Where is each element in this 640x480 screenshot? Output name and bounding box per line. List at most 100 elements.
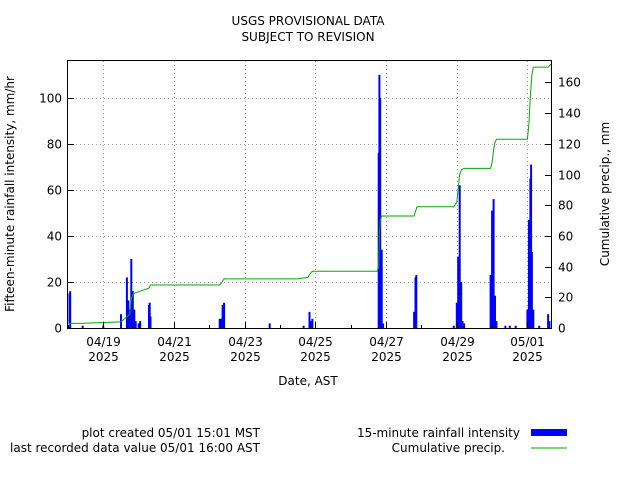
right-tick-label: 140	[558, 107, 581, 121]
rainfall-bar	[382, 323, 385, 328]
cumulative-line-layer	[67, 63, 552, 329]
rainfall-bar	[538, 325, 541, 328]
rainfall-bar	[415, 275, 418, 328]
right-tick-label: 40	[558, 261, 573, 275]
x-tick-label: 05/01	[510, 335, 545, 349]
rainfall-bar	[149, 316, 152, 328]
rainfall-bar	[492, 199, 495, 328]
right-tick-label: 160	[558, 76, 581, 90]
right-tick-label: 120	[558, 138, 581, 152]
left-tick-label: 100	[39, 92, 62, 106]
rainfall-bar	[69, 291, 72, 328]
legend-label-intensity: 15-minute rainfall intensity	[357, 426, 520, 440]
x-tick-year-label: 2025	[442, 350, 473, 364]
rainfall-bar	[223, 302, 226, 328]
rainfall-bar	[139, 321, 142, 328]
rainfall-bar	[514, 325, 517, 328]
last-recorded-text: last recorded data value 05/01 16:00 AST	[10, 441, 260, 455]
rainfall-bar	[463, 323, 466, 328]
rainfall-bar	[530, 252, 533, 328]
left-tick-label: 0	[54, 322, 62, 336]
rainfall-bar	[148, 302, 151, 328]
plot-frame	[67, 60, 552, 329]
rainfall-bar	[220, 318, 223, 328]
rainfall-bar	[508, 325, 511, 328]
chart-title-line-2: SUBJECT TO REVISION	[241, 30, 374, 44]
x-tick-label: 04/23	[228, 335, 263, 349]
rainfall-bar	[310, 321, 312, 328]
rainfall-bar	[308, 311, 311, 328]
rainfall-bar	[489, 275, 492, 328]
x-tick-year-label: 2025	[88, 350, 119, 364]
left-tick-label: 40	[47, 230, 62, 244]
rainfall-bar	[461, 321, 464, 328]
rainfall-bar	[548, 321, 551, 328]
x-tick-year-label: 2025	[159, 350, 190, 364]
right-tick-label: 60	[558, 230, 573, 244]
legend-swatch-intensity	[531, 429, 567, 436]
right-tick-label: 0	[558, 322, 566, 336]
rainfall-bar	[130, 258, 133, 328]
rainfall-bar	[120, 314, 122, 328]
legend: 15-minute rainfall intensity Cumulative …	[357, 426, 567, 455]
left-tick-label: 20	[47, 276, 62, 290]
rainfall-bar	[495, 321, 498, 328]
right-tick-label: 100	[558, 169, 581, 183]
rainfall-bar	[530, 164, 533, 328]
right-tick-label: 80	[558, 199, 573, 213]
rainfall-bar	[532, 309, 535, 328]
right-axis-label: Cumulative precip., mm	[598, 122, 612, 266]
rainfall-bar	[302, 325, 305, 328]
rainfall-bar	[81, 325, 84, 328]
rainfall-bar	[455, 302, 458, 328]
rainfall-bar	[458, 185, 461, 328]
rainfall-bar	[218, 318, 221, 328]
x-axis-label: Date, AST	[278, 374, 338, 388]
rainfall-bar	[268, 323, 271, 328]
rainfall-bar	[452, 325, 455, 328]
plot-created-text: plot created 05/01 15:01 MST	[81, 426, 260, 440]
right-tick-label: 20	[558, 291, 573, 305]
rainfall-bar	[494, 295, 496, 328]
right-axis: 0 20 40 60 80 100 120 140 160	[545, 76, 581, 336]
rainfall-bar	[413, 311, 416, 328]
rainfall-bar	[491, 210, 494, 328]
rainfall-bar	[457, 256, 460, 328]
legend-label-cumulative: Cumulative precip.	[392, 441, 505, 455]
left-tick-label: 60	[47, 184, 62, 198]
rainfall-bars	[68, 74, 551, 328]
rainfall-bar	[460, 282, 463, 328]
x-tick-year-label: 2025	[371, 350, 402, 364]
left-axis-label: Fifteen-minute rainfall intensity, mm/hr	[3, 76, 17, 312]
left-tick-label: 80	[47, 138, 62, 152]
grid	[68, 61, 551, 328]
rainfall-bar	[504, 325, 507, 328]
x-tick-year-label: 2025	[230, 350, 261, 364]
rainfall-bar	[547, 314, 550, 328]
rainfall-bar	[311, 318, 314, 328]
x-tick-label: 04/19	[86, 335, 121, 349]
x-tick-label: 04/21	[157, 335, 192, 349]
rainfall-bar	[131, 291, 134, 328]
x-tick-year-label: 2025	[512, 350, 543, 364]
left-axis: 0 20 40 60 80 100	[39, 92, 74, 336]
rainfall-bar	[127, 300, 130, 328]
rainfall-bar	[221, 305, 224, 328]
x-tick-label: 04/27	[369, 335, 404, 349]
rainfall-bar	[133, 309, 136, 328]
chart-title-line-1: USGS PROVISIONAL DATA	[232, 14, 386, 28]
cumulative-precip-line	[67, 63, 552, 329]
x-tick-year-label: 2025	[300, 350, 331, 364]
x-tick-label: 04/29	[440, 335, 475, 349]
rainfall-bar	[134, 321, 137, 328]
rainfall-bar	[380, 249, 383, 328]
rainfall-bar	[128, 309, 131, 328]
x-axis: 04/19202504/21202504/23202504/25202504/2…	[68, 322, 545, 364]
rainfall-bar	[125, 277, 128, 328]
rainfall-bar	[526, 309, 529, 328]
rainfall-bar	[379, 97, 382, 328]
rainfall-bar	[527, 219, 530, 328]
x-tick-label: 04/25	[298, 335, 333, 349]
rainfall-bar	[137, 323, 140, 328]
